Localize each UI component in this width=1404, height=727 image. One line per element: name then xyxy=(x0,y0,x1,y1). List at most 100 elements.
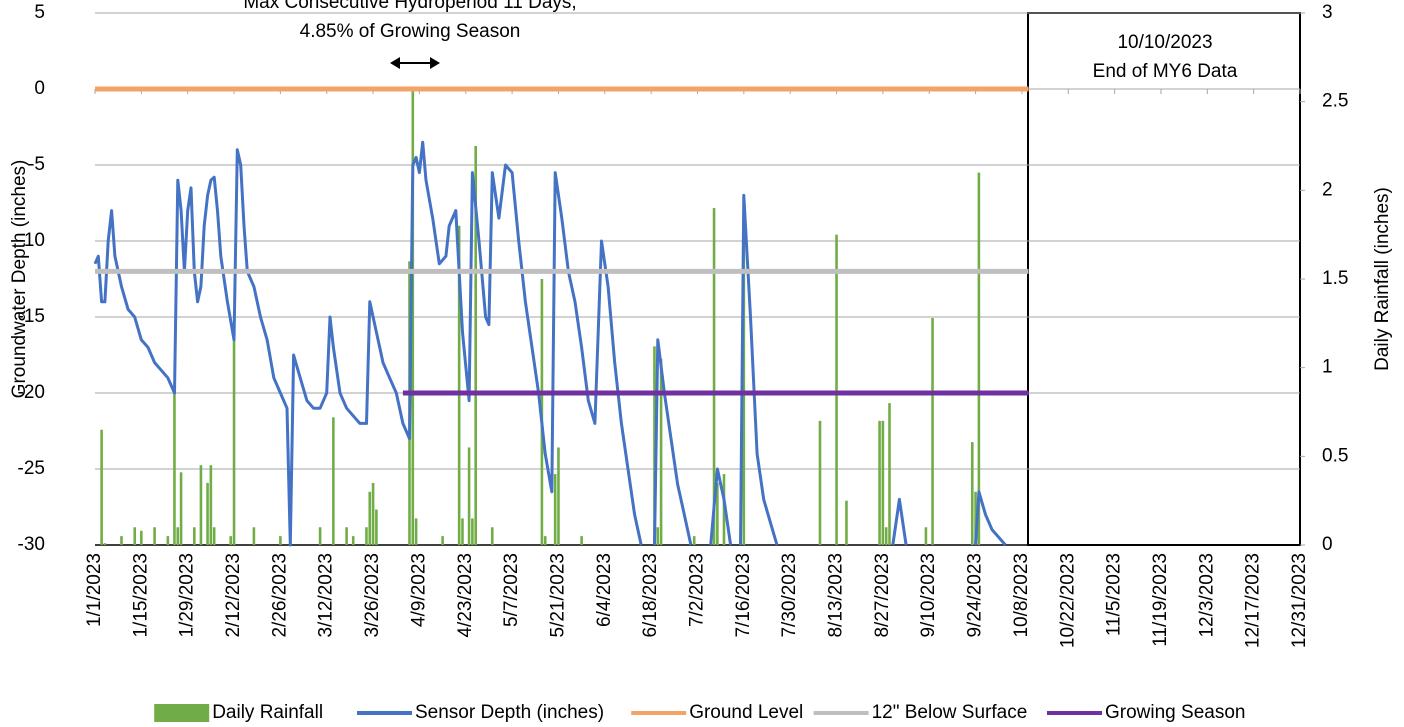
bar xyxy=(166,536,170,545)
legend-label: Ground Level xyxy=(689,702,803,723)
bar xyxy=(490,527,494,545)
line-series xyxy=(93,140,1007,547)
bar xyxy=(924,527,928,545)
x-tick-label: 11/5/2023 xyxy=(1104,553,1125,636)
bar xyxy=(553,474,557,545)
bar xyxy=(881,420,885,545)
x-tick-label: 2/12/2023 xyxy=(223,553,244,638)
bar xyxy=(977,172,981,545)
x-tick-label: 6/18/2023 xyxy=(640,553,661,638)
bar xyxy=(176,527,180,545)
bar xyxy=(368,491,372,545)
bar xyxy=(103,543,107,545)
bar xyxy=(252,527,256,545)
y-tick-label: -25 xyxy=(18,458,45,479)
y2-tick-label: 0.5 xyxy=(1322,445,1348,466)
bar xyxy=(229,536,233,545)
bar xyxy=(878,420,881,545)
bar xyxy=(818,420,822,545)
bar xyxy=(279,536,282,545)
y2-tick-label: 2 xyxy=(1322,179,1333,200)
annotation: 4.85% of Growing Season xyxy=(300,21,521,42)
bar xyxy=(371,482,375,545)
bar xyxy=(716,482,719,545)
bar xyxy=(931,318,934,545)
bar xyxy=(659,358,663,545)
legend-label: Daily Rainfall xyxy=(212,702,323,723)
bar xyxy=(318,527,322,545)
bar xyxy=(351,536,355,545)
y2-tick-label: 1 xyxy=(1322,357,1333,378)
y-axis-title: Groundwater Depth (inches) xyxy=(9,160,30,399)
bar xyxy=(835,234,838,545)
annotation: End of MY6 Data xyxy=(1093,61,1238,82)
bar xyxy=(375,509,378,545)
bar xyxy=(212,527,216,545)
bar xyxy=(100,429,103,545)
bar xyxy=(974,491,977,545)
x-tick-label: 8/13/2023 xyxy=(826,553,847,638)
y2-tick-label: 1.5 xyxy=(1322,268,1348,289)
bar xyxy=(232,339,236,545)
x-tick-label: 6/4/2023 xyxy=(594,553,615,627)
y2-axis-title: Daily Rainfall (inches) xyxy=(1372,187,1393,371)
legend-label: Growing Season xyxy=(1105,702,1245,723)
bar xyxy=(457,225,461,546)
bar xyxy=(120,536,123,545)
bar xyxy=(414,518,418,545)
y-tick-label: -10 xyxy=(18,230,45,251)
x-tick-label: 5/7/2023 xyxy=(501,553,522,627)
bar xyxy=(467,447,471,545)
x-tick-label: 2/26/2023 xyxy=(269,553,290,638)
x-tick-label: 1/29/2023 xyxy=(177,553,198,638)
x-tick-label: 3/12/2023 xyxy=(316,553,337,638)
legend-label: 12" Below Surface xyxy=(872,702,1028,723)
bar xyxy=(845,500,848,545)
x-tick-label: 12/3/2023 xyxy=(1196,553,1217,638)
y-tick-label: -5 xyxy=(28,154,45,175)
bar xyxy=(345,527,348,545)
y-tick-label: -20 xyxy=(18,382,45,403)
y-tick-label: -15 xyxy=(18,306,45,327)
y2-tick-label: 0 xyxy=(1322,534,1333,555)
bar xyxy=(199,465,203,545)
y-tick-label: -30 xyxy=(18,534,45,555)
bar xyxy=(471,518,474,545)
legend-swatch xyxy=(154,704,210,722)
x-tick-label: 1/15/2023 xyxy=(130,553,151,638)
x-tick-label: 8/27/2023 xyxy=(872,553,893,638)
y-tick-label: 0 xyxy=(34,78,45,99)
bar xyxy=(179,472,183,545)
x-tick-label: 3/26/2023 xyxy=(362,553,383,638)
bar xyxy=(970,442,974,545)
bar xyxy=(140,530,143,545)
y-tick-label: 5 xyxy=(34,2,45,23)
legend-label: Sensor Depth (inches) xyxy=(415,702,604,723)
x-tick-label: 4/9/2023 xyxy=(408,553,429,627)
bar xyxy=(543,536,547,545)
x-tick-label: 9/24/2023 xyxy=(965,553,986,638)
x-tick-label: 9/10/2023 xyxy=(918,553,939,638)
bar xyxy=(441,536,444,545)
bar xyxy=(557,447,560,545)
bar xyxy=(411,89,415,546)
x-tick-label: 7/2/2023 xyxy=(687,553,708,627)
bar xyxy=(474,146,478,545)
x-tick-label: 10/22/2023 xyxy=(1057,553,1078,648)
double-arrow xyxy=(390,57,440,69)
x-tick-label: 12/31/2023 xyxy=(1289,553,1310,648)
bar xyxy=(712,208,716,546)
bar xyxy=(888,403,891,545)
y2-tick-label: 3 xyxy=(1322,2,1333,23)
x-tick-label: 1/1/2023 xyxy=(84,553,105,627)
end-of-data-box xyxy=(1027,12,1301,546)
x-tick-label: 11/19/2023 xyxy=(1150,553,1171,647)
bar xyxy=(209,465,213,545)
bar xyxy=(884,527,888,545)
x-tick-label: 4/23/2023 xyxy=(455,553,476,638)
annotation: 10/10/2023 xyxy=(1117,32,1212,53)
annotation: Max Consecutive Hydroperiod 11 Days, xyxy=(243,0,576,13)
bar xyxy=(365,527,368,545)
bar xyxy=(133,527,137,545)
